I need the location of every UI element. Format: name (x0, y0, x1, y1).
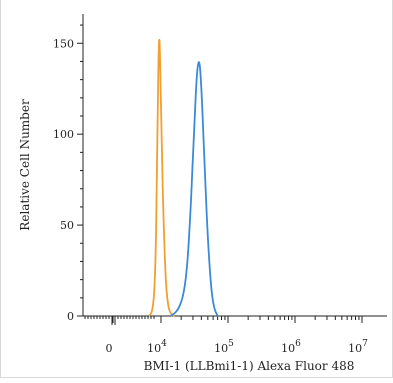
y-tick-label: 0 (67, 310, 74, 323)
x-tick-exponent: 5 (228, 339, 234, 349)
x-tick-label: 107 (348, 339, 368, 355)
x-tick-label: 0 (106, 342, 113, 355)
histogram-series (148, 38, 219, 317)
x-tick-exponent: 6 (295, 339, 301, 349)
x-axis-title: BMI-1 (LLBmi1-1) Alexa Fluor 488 (144, 359, 355, 373)
y-axis-ticks: 0 50 100 150 (53, 24, 83, 323)
y-tick-label: 150 (53, 37, 74, 50)
x-axis-ticks: 0 104 105 106 107 (84, 316, 368, 355)
x-tick-label: 104 (147, 339, 167, 355)
y-tick-label: 100 (53, 128, 74, 141)
histogram-line-1 (148, 38, 175, 317)
y-tick-label: 50 (60, 219, 74, 232)
histogram-line-2 (170, 61, 219, 317)
x-tick-label: 106 (281, 339, 301, 355)
y-axis-title: Relative Cell Number (18, 99, 32, 231)
x-tick-exponent: 7 (362, 339, 368, 349)
x-tick-exponent: 4 (161, 339, 167, 349)
axes (82, 14, 387, 317)
x-tick-label: 105 (214, 339, 234, 355)
